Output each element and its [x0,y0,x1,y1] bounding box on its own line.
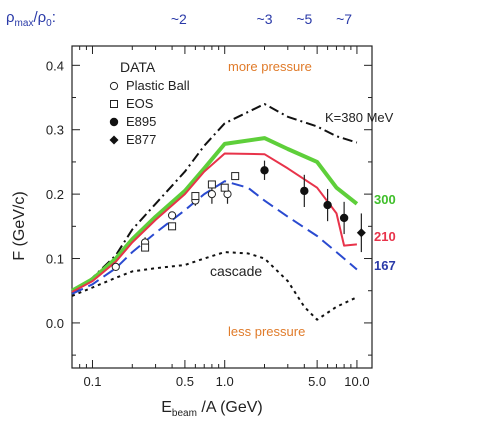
top-axis-tick-label: ~7 [336,11,352,27]
data-point-eos [191,192,200,201]
top-axis-colon: : [52,9,56,26]
tick-labels: 0.1 0.5 1.0 5.0 10.0 0.0 0.1 0.2 0.3 0.4 [46,58,370,389]
legend-title: DATA [120,59,156,75]
x-axis-label-rest: /A (GeV) [197,399,263,416]
x-tick-label: 10.0 [344,374,369,389]
less-pressure-label: less pressure [228,324,305,339]
data-point-eos [141,243,150,252]
legend-label: E877 [126,132,156,147]
data-point-e877 [356,228,366,238]
data-point-eos [231,172,240,181]
plot-frame [71,45,373,369]
top-axis-tick-label: ~3 [257,11,273,27]
data-point-e895 [300,186,309,196]
legend-marker-eos [110,100,118,108]
x-tick-label: 1.0 [216,374,234,389]
top-axis-tick-label: ~5 [296,11,312,27]
y-tick-label: 0.3 [46,123,64,138]
more-pressure-label: more pressure [228,59,312,74]
data-point-plastic-ball [167,211,177,220]
legend-marker-plastic-ball [109,81,119,91]
top-axis-mid: /ρ [33,9,46,26]
top-axis-tick-label: ~2 [171,11,187,27]
top-axis-sub1: max [15,18,34,29]
x-axis-label-main: E [161,399,172,416]
label-167: 167 [374,258,396,273]
k380-label: K=380 MeV [325,110,394,125]
top-axis-sub2: 0 [46,18,52,29]
top-axis-label: ρmax/ρ0: [6,9,56,29]
data-point-e895 [260,166,269,175]
label-210: 210 [374,229,396,244]
label-300: 300 [374,192,396,207]
x-tick-label: 0.1 [83,374,101,389]
x-axis-label: Ebeam /A (GeV) [161,399,262,419]
x-tick-label: 5.0 [308,374,326,389]
legend-label: Plastic Ball [126,78,190,93]
data-point-e895 [323,200,332,210]
curve-cascade [71,251,358,321]
x-axis-label-sub: beam [172,408,197,419]
curve-k300 [71,136,359,293]
data-point-plastic-ball [207,190,216,199]
top-axis-ticks: ~2 ~3 ~5 ~7 [171,11,352,27]
axis-ticks [72,46,372,368]
legend-label: E895 [126,114,156,129]
cascade-label: cascade [210,263,262,279]
curve-k210 [71,152,357,293]
top-axis-rho: ρ [6,9,15,26]
legend: DATA Plastic Ball EOS E895 E877 [109,59,190,147]
y-tick-label: 0.4 [46,58,64,73]
y-tick-label: 0.1 [46,252,64,267]
y-tick-label: 0.0 [46,316,64,331]
data-point-e895 [339,213,349,223]
data-points [111,160,366,271]
legend-label: EOS [126,96,154,111]
y-tick-label: 0.2 [46,187,64,202]
legend-marker-e895 [109,117,119,127]
data-point-eos [207,180,216,189]
y-axis-label: F (GeV/c) [11,191,28,260]
x-tick-label: 0.5 [176,374,194,389]
data-point-eos [168,222,177,231]
data-point-plastic-ball [111,262,120,271]
legend-marker-e877 [109,135,119,145]
data-point-eos [220,183,229,192]
